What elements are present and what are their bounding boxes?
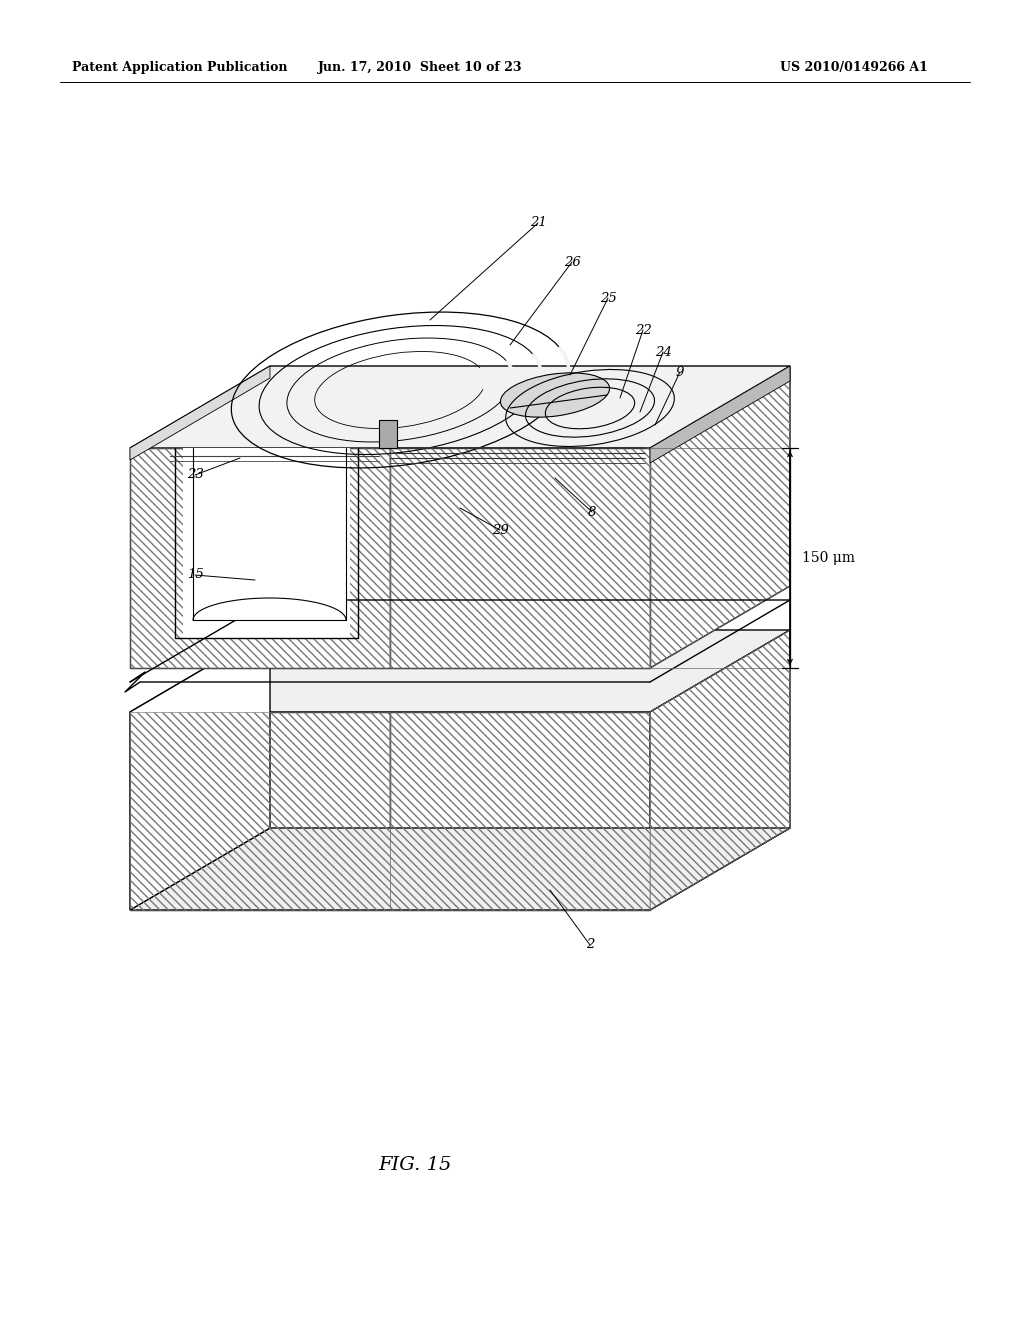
- Polygon shape: [130, 366, 270, 459]
- Polygon shape: [390, 711, 650, 909]
- Polygon shape: [379, 420, 397, 447]
- Text: Patent Application Publication: Patent Application Publication: [72, 62, 288, 74]
- Polygon shape: [193, 447, 346, 620]
- Polygon shape: [650, 630, 790, 909]
- Text: 150 μm: 150 μm: [802, 550, 855, 565]
- Polygon shape: [130, 630, 270, 909]
- Text: 29: 29: [492, 524, 508, 536]
- Text: 22: 22: [635, 323, 651, 337]
- Polygon shape: [130, 447, 390, 668]
- Ellipse shape: [501, 372, 609, 417]
- Text: 2: 2: [586, 939, 594, 952]
- Text: FIG. 15: FIG. 15: [378, 1156, 452, 1173]
- Polygon shape: [130, 630, 790, 711]
- Text: Jun. 17, 2010  Sheet 10 of 23: Jun. 17, 2010 Sheet 10 of 23: [317, 62, 522, 74]
- Text: 24: 24: [654, 346, 672, 359]
- Polygon shape: [130, 366, 790, 447]
- Polygon shape: [390, 447, 650, 668]
- Text: 8: 8: [588, 506, 596, 519]
- Text: 26: 26: [563, 256, 581, 268]
- Text: 23: 23: [186, 469, 204, 482]
- Text: 21: 21: [529, 216, 547, 230]
- Polygon shape: [183, 447, 350, 638]
- Polygon shape: [650, 366, 790, 668]
- Text: 9: 9: [676, 366, 684, 379]
- Polygon shape: [130, 711, 390, 909]
- Polygon shape: [650, 366, 790, 463]
- Text: 15: 15: [186, 569, 204, 582]
- Polygon shape: [130, 828, 790, 909]
- Text: US 2010/0149266 A1: US 2010/0149266 A1: [780, 62, 928, 74]
- Text: 25: 25: [600, 292, 616, 305]
